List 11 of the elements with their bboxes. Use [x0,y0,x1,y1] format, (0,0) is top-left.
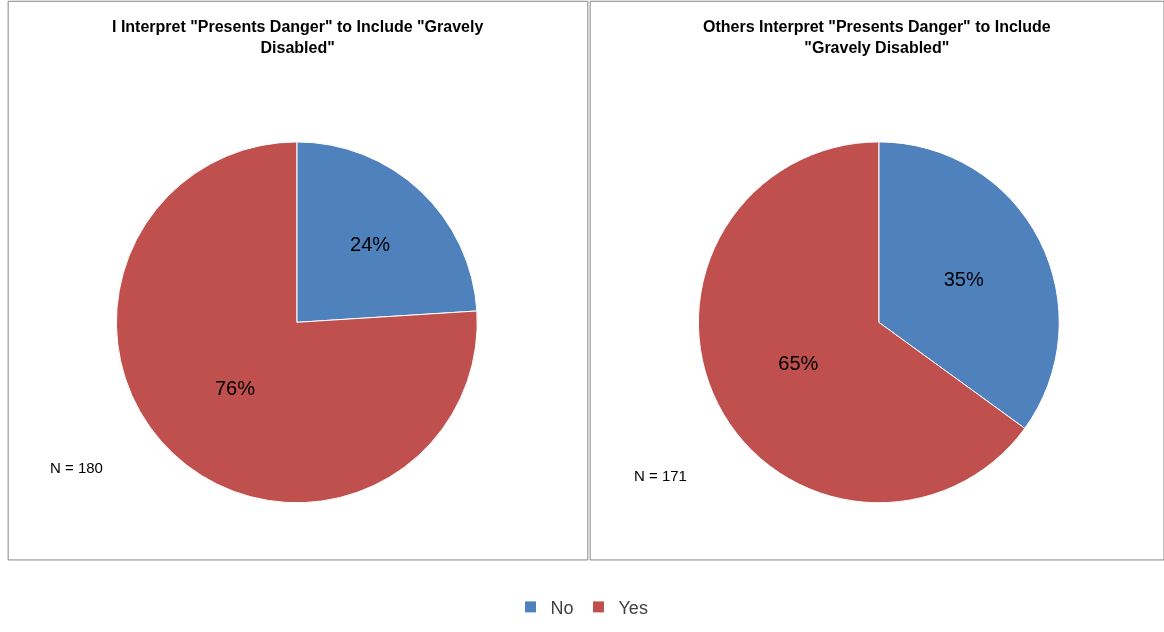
data-label: 24% [350,233,391,256]
text: N = 180 [50,459,103,476]
data-label: 65% [778,352,819,375]
legend-label: Yes [618,597,648,618]
text: N = 171 [634,467,687,484]
pie-slice [115,141,478,504]
legend-label: No [550,597,574,618]
data-label: 76% [214,377,256,400]
chart-title: I Interpret "Presents Danger" to Include "Gravely Disabled" [112,18,484,56]
chart-title: Others Interpret "Presents Danger" to Include "Gravely Disabled" [703,18,1051,56]
data-label: 35% [943,268,984,291]
